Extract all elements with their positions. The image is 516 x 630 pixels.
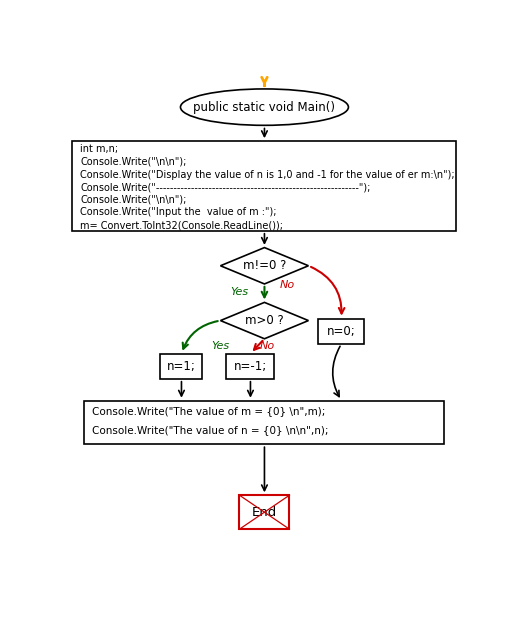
Text: Yes: Yes [231, 287, 249, 297]
Polygon shape [220, 248, 309, 284]
Text: No: No [260, 341, 275, 351]
Ellipse shape [181, 89, 348, 125]
Text: m= Convert.ToInt32(Console.ReadLine());: m= Convert.ToInt32(Console.ReadLine()); [80, 220, 283, 230]
Text: n=-1;: n=-1; [234, 360, 267, 373]
Text: Console.Write("----------------------------------------------------------");: Console.Write("-------------------------… [80, 182, 371, 192]
Bar [318, 319, 364, 344]
Text: m>0 ?: m>0 ? [245, 314, 284, 327]
Polygon shape [220, 302, 309, 339]
Bar [239, 495, 289, 529]
Bar [160, 353, 202, 379]
Text: m!=0 ?: m!=0 ? [243, 260, 286, 272]
Text: Console.Write("The value of n = {0} \n\n",n);: Console.Write("The value of n = {0} \n\n… [92, 425, 329, 435]
Text: Console.Write("Display the value of n is 1,0 and -1 for the value of er m:\n");: Console.Write("Display the value of n is… [80, 169, 455, 180]
Bar [227, 353, 275, 379]
Text: Console.Write("\n\n");: Console.Write("\n\n"); [80, 195, 187, 205]
Text: Console.Write("\n\n");: Console.Write("\n\n"); [80, 157, 187, 167]
Text: Console.Write("The value of m = {0} \n",m);: Console.Write("The value of m = {0} \n",… [92, 406, 326, 416]
Text: No: No [280, 280, 295, 290]
Text: n=1;: n=1; [167, 360, 196, 373]
Text: int m,n;: int m,n; [80, 144, 119, 154]
Text: Yes: Yes [212, 341, 230, 351]
Text: End: End [252, 506, 277, 518]
Text: Console.Write("Input the  value of m :");: Console.Write("Input the value of m :"); [80, 207, 277, 217]
Bar [85, 401, 444, 444]
Text: public static void Main(): public static void Main() [194, 101, 335, 113]
Bar [72, 141, 456, 231]
Text: n=0;: n=0; [327, 324, 356, 338]
